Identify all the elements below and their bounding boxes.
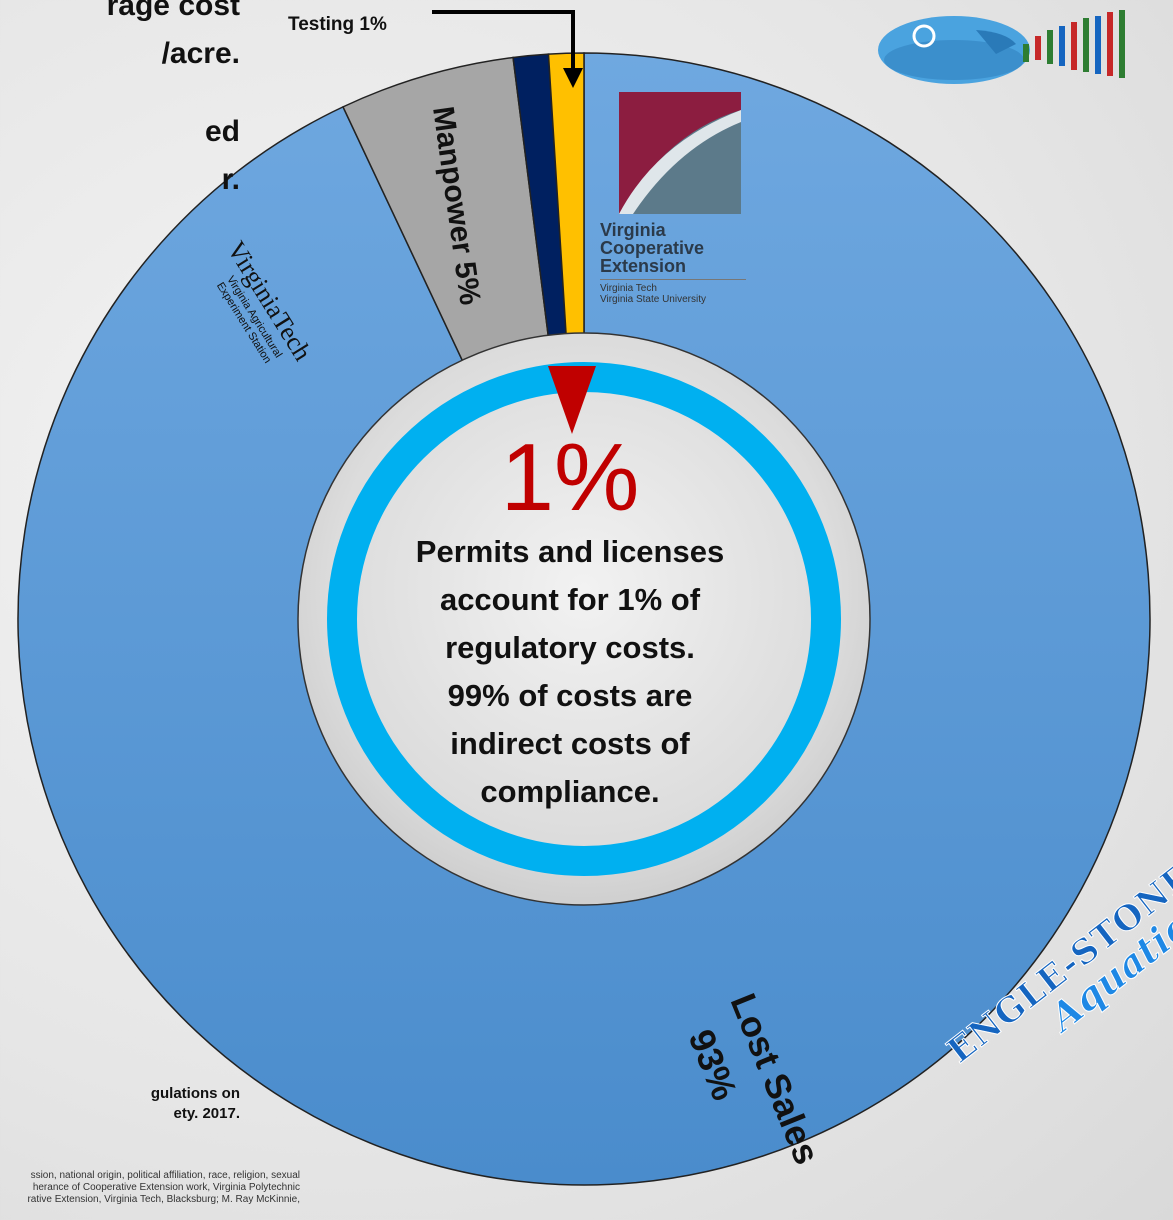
- vce-title-line: Extension: [600, 256, 687, 276]
- center-message-line: 99% of costs are: [447, 678, 693, 713]
- center-message-line: account for 1% of: [439, 582, 701, 617]
- vce-title-line: Virginia: [600, 220, 666, 240]
- reference-line: gulations on: [150, 1085, 240, 1102]
- fish-eye-icon: [912, 24, 936, 48]
- fine-print-line: rative Extension, Virginia Tech, Blacksb…: [27, 1194, 300, 1205]
- center-disc: [297, 332, 871, 906]
- center-message-line: Permits and licenses: [415, 534, 725, 569]
- left-note-line: rage cost: [106, 0, 240, 22]
- center-text: 1% Permits and licenses account for 1% o…: [360, 430, 780, 816]
- vce-sub-line: Virginia State University: [600, 294, 706, 305]
- vce-sub-line: Virginia Tech: [600, 283, 657, 294]
- vce-title-line: Cooperative: [600, 238, 705, 258]
- left-note-line: ed: [204, 115, 240, 148]
- center-big-value: 1%: [500, 424, 640, 531]
- fish-logo: [876, 0, 1146, 100]
- reference-line: ety. 2017.: [173, 1105, 240, 1122]
- reference-text: gulations on ety. 2017.: [0, 1084, 240, 1124]
- left-note-line: r.: [221, 163, 240, 196]
- pointer-triangle: [548, 366, 596, 434]
- fine-print-line: ssion, national origin, political affili…: [30, 1170, 300, 1181]
- center-message-line: compliance.: [480, 774, 660, 809]
- testing-arrowhead: [563, 68, 583, 88]
- center-message-line: indirect costs of: [450, 726, 690, 761]
- slice-label-testing: Testing 1%: [288, 14, 387, 35]
- center-message: Permits and licenses account for 1% of r…: [360, 528, 780, 816]
- left-note-line: /acre.: [161, 37, 240, 70]
- center-message-line: regulatory costs.: [445, 630, 695, 665]
- fine-print-line: herance of Cooperative Extension work, V…: [32, 1182, 300, 1193]
- fine-print: ssion, national origin, political affili…: [0, 1170, 300, 1206]
- testing-leader-line: [432, 10, 575, 70]
- vce-logo: [597, 92, 749, 324]
- left-notes: rage cost /acre. ed r.: [0, 0, 240, 204]
- vce-text: Virginia Cooperative Extension Virginia …: [600, 221, 750, 305]
